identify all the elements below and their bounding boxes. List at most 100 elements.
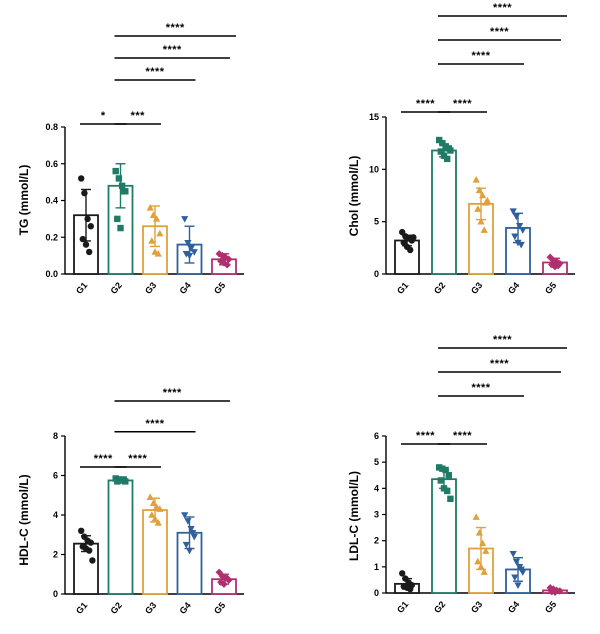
data-point: [220, 580, 228, 588]
x-category-label: G3: [143, 600, 158, 616]
data-point: [78, 175, 85, 182]
data-point: [410, 234, 417, 241]
y-tick-label: 2: [53, 550, 58, 560]
significance-label: ****: [490, 26, 509, 38]
data-point: [511, 233, 519, 241]
significance-label: ****: [145, 66, 164, 78]
x-category-label: G3: [469, 599, 484, 615]
data-point: [87, 539, 95, 546]
data-point: [447, 495, 454, 502]
x-category-label: G4: [506, 280, 521, 296]
data-point: [444, 155, 451, 163]
data-point: [399, 570, 406, 577]
significance-label: ****: [145, 418, 164, 430]
data-point: [114, 215, 121, 223]
significance-label: ****: [493, 2, 512, 14]
chart-panel-1: 0.00.20.40.60.8TG (mmol/L)G1 G2 G3 G4 G5* ***…: [17, 22, 244, 296]
data-point: [84, 215, 91, 223]
significance-label: ****: [163, 387, 182, 399]
y-axis-label: TG (mmol/L): [17, 165, 31, 236]
y-tick-label: 10: [369, 164, 379, 174]
x-category-label: G2: [432, 280, 447, 296]
data-point: [551, 588, 559, 596]
data-point: [189, 529, 197, 537]
significance-label: *: [101, 110, 106, 122]
chart-panel-3: 0 2 4 6 8 HDL-C (mmol/L) G1 G2 G3 G4 G5 **** **** ***…: [17, 387, 244, 616]
x-category-label: G3: [143, 280, 158, 296]
bar-g2: [107, 479, 134, 595]
significance-label: ****: [163, 44, 182, 56]
significance-label: ****: [94, 453, 113, 465]
data-point: [120, 476, 127, 483]
data-point: [156, 505, 164, 512]
data-point: [187, 526, 195, 533]
data-point: [509, 550, 517, 558]
y-tick-label: 4: [53, 510, 58, 520]
y-tick-label: 0.2: [45, 232, 58, 242]
data-point: [447, 147, 454, 154]
data-point: [546, 584, 554, 592]
x-category-label: G2: [432, 599, 447, 615]
y-tick-label: 0.6: [45, 159, 58, 169]
data-point: [479, 539, 487, 547]
y-tick-label: 0.4: [45, 196, 58, 206]
data-point: [407, 585, 414, 593]
significance-label: ****: [166, 22, 185, 34]
data-point: [120, 188, 127, 195]
x-category-label: G5: [212, 280, 227, 296]
y-tick-label: 0.8: [45, 122, 58, 132]
significance-label: ****: [471, 50, 490, 62]
significance-label: ****: [128, 453, 147, 465]
significance-label: ****: [453, 98, 472, 110]
data-point: [549, 585, 558, 593]
data-point: [442, 466, 449, 474]
data-point: [519, 227, 527, 234]
data-point: [154, 249, 162, 257]
bar-g2: [431, 149, 457, 275]
data-point: [187, 245, 195, 253]
y-tick-label: 0: [53, 589, 58, 599]
data-point: [514, 582, 522, 589]
data-point: [437, 148, 444, 155]
data-point: [151, 515, 159, 522]
data-point: [148, 511, 156, 518]
data-point: [512, 558, 520, 566]
significance-label: ***: [131, 110, 146, 122]
data-point: [407, 246, 414, 254]
x-category-label: G5: [543, 280, 558, 296]
data-point: [190, 249, 198, 256]
x-category-label: G1: [395, 280, 410, 296]
x-category-label: G4: [506, 599, 521, 615]
data-point: [472, 176, 480, 183]
y-tick-label: 3: [374, 510, 379, 520]
data-point: [148, 237, 156, 244]
data-point: [512, 213, 520, 221]
data-point: [546, 253, 554, 261]
data-point: [516, 223, 524, 230]
data-point: [146, 493, 154, 501]
y-axis-label: Chol (mmol/L): [347, 156, 361, 237]
y-tick-label: 0: [374, 588, 379, 598]
significance-label: ****: [416, 98, 435, 110]
data-point: [514, 239, 522, 247]
data-point: [118, 182, 126, 189]
x-category-label: G5: [212, 600, 227, 616]
data-point: [117, 224, 124, 232]
data-point: [223, 261, 231, 269]
data-point: [79, 235, 87, 243]
data-point: [482, 547, 490, 554]
data-point: [475, 186, 483, 194]
x-category-label: G4: [178, 280, 193, 296]
x-category-label: G2: [109, 600, 124, 616]
data-point: [437, 477, 444, 484]
data-point: [483, 196, 491, 204]
y-axis-label: LDL-C (mmol/L): [347, 471, 361, 561]
data-point: [445, 472, 452, 479]
data-point: [474, 205, 482, 212]
y-tick-label: 15: [369, 112, 379, 122]
y-tick-label: 6: [53, 471, 58, 481]
